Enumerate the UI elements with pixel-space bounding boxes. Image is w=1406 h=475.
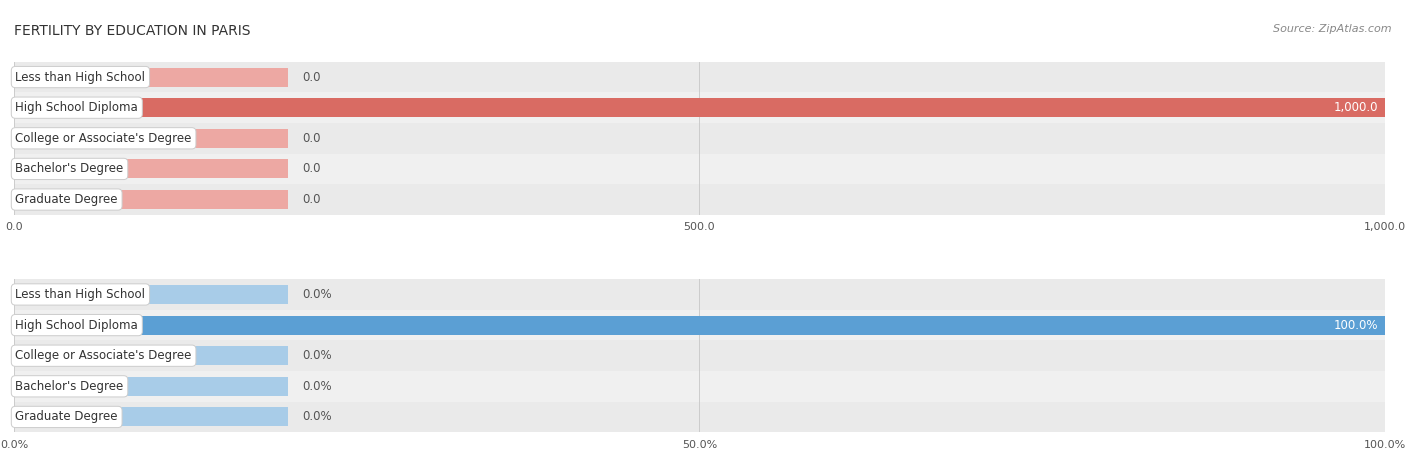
Bar <box>14 190 288 209</box>
Text: 0.0%: 0.0% <box>302 288 332 301</box>
Text: High School Diploma: High School Diploma <box>15 319 138 332</box>
Bar <box>14 67 288 86</box>
Bar <box>14 98 1385 117</box>
Text: Less than High School: Less than High School <box>15 71 145 84</box>
Text: College or Associate's Degree: College or Associate's Degree <box>15 349 191 362</box>
Bar <box>14 184 1385 215</box>
Text: 0.0: 0.0 <box>302 162 321 175</box>
Bar <box>14 285 288 304</box>
Text: 0.0: 0.0 <box>302 193 321 206</box>
Bar <box>14 408 288 427</box>
Bar <box>14 315 1385 334</box>
Bar <box>14 346 288 365</box>
Bar <box>14 377 288 396</box>
Bar <box>14 129 288 148</box>
Text: Source: ZipAtlas.com: Source: ZipAtlas.com <box>1274 24 1392 34</box>
Text: Graduate Degree: Graduate Degree <box>15 410 118 423</box>
Text: 0.0%: 0.0% <box>302 349 332 362</box>
Bar <box>14 341 1385 371</box>
Bar <box>14 123 1385 153</box>
Bar <box>14 279 1385 310</box>
Text: 0.0: 0.0 <box>302 132 321 145</box>
Text: 100.0%: 100.0% <box>1333 319 1378 332</box>
Text: Less than High School: Less than High School <box>15 288 145 301</box>
Text: 0.0%: 0.0% <box>302 380 332 393</box>
Text: College or Associate's Degree: College or Associate's Degree <box>15 132 191 145</box>
Bar <box>14 371 1385 402</box>
Bar <box>14 98 288 117</box>
Text: Graduate Degree: Graduate Degree <box>15 193 118 206</box>
Bar <box>14 62 1385 92</box>
Text: 1,000.0: 1,000.0 <box>1333 101 1378 114</box>
Bar <box>14 160 288 179</box>
Bar <box>14 402 1385 432</box>
Text: 0.0: 0.0 <box>302 71 321 84</box>
Text: FERTILITY BY EDUCATION IN PARIS: FERTILITY BY EDUCATION IN PARIS <box>14 24 250 38</box>
Bar <box>14 92 1385 123</box>
Text: Bachelor's Degree: Bachelor's Degree <box>15 162 124 175</box>
Text: 0.0%: 0.0% <box>302 410 332 423</box>
Bar <box>14 310 1385 341</box>
Bar <box>14 153 1385 184</box>
Text: Bachelor's Degree: Bachelor's Degree <box>15 380 124 393</box>
Bar <box>14 315 288 334</box>
Text: High School Diploma: High School Diploma <box>15 101 138 114</box>
